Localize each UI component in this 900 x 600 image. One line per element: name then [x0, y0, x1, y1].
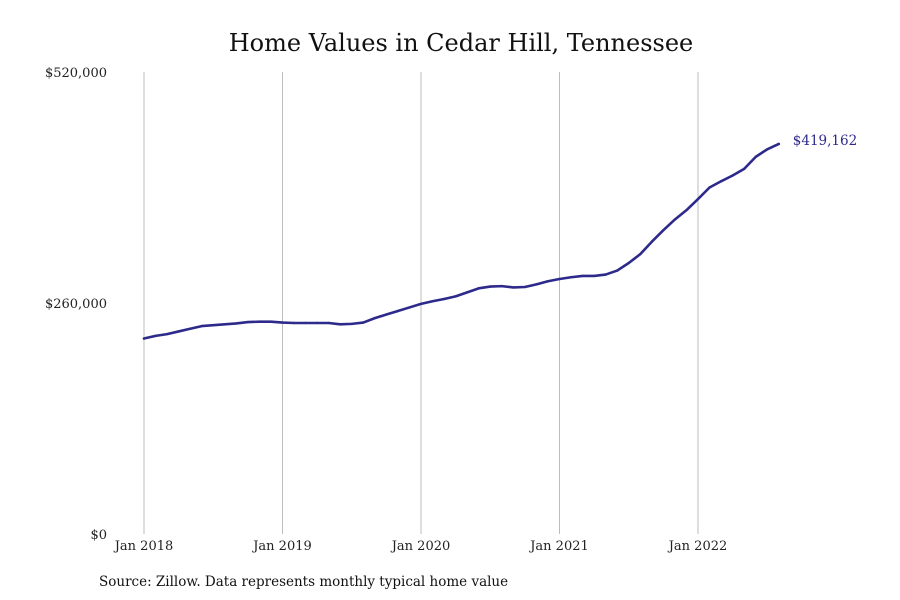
x-tick-label: Jan 2019 [251, 539, 312, 554]
x-axis: Jan 2018 Jan 2019 Jan 2020 Jan 2021 Jan 2022 [113, 539, 728, 554]
data-point [766, 148, 769, 151]
data-point [223, 323, 226, 326]
data-point [465, 291, 469, 294]
x-tick-label: Jan 2021 [528, 539, 589, 554]
y-tick-label: $260,000 [45, 297, 107, 312]
data-point [408, 306, 411, 309]
data-point [673, 218, 677, 221]
data-point [500, 284, 503, 288]
data-point [362, 321, 365, 324]
data-point [177, 330, 180, 333]
source-note: Source: Zillow. Data represents monthly … [99, 574, 508, 590]
data-point [304, 321, 307, 325]
data-point [569, 276, 573, 279]
series-line [142, 142, 781, 340]
data-point [512, 286, 515, 289]
data-point [246, 320, 250, 324]
data-point [385, 313, 388, 316]
chart-title: Home Values in Cedar Hill, Tennessee [229, 29, 694, 57]
data-point [142, 337, 146, 340]
data-point [419, 302, 423, 306]
x-tick-label: Jan 2018 [113, 539, 174, 554]
data-point [442, 297, 446, 301]
data-point [200, 324, 203, 328]
data-point [154, 334, 157, 338]
data-point [258, 320, 261, 323]
data-point [650, 240, 654, 243]
data-point [292, 321, 296, 325]
data-point [581, 274, 584, 278]
data-point [535, 283, 538, 286]
y-tick-label: $0 [90, 528, 107, 543]
y-axis: $0 $260,000 $520,000 [45, 66, 107, 543]
x-tick-label: Jan 2022 [667, 539, 728, 554]
y-tick-label: $520,000 [45, 66, 107, 81]
data-point [604, 273, 607, 276]
data-point [719, 180, 723, 183]
data-point [546, 280, 550, 283]
series-layer [142, 142, 781, 340]
data-point [281, 321, 284, 324]
data-point [350, 322, 353, 326]
data-point [777, 142, 780, 146]
data-point [685, 208, 688, 212]
data-point [339, 323, 342, 326]
data-point [523, 285, 527, 289]
data-point [477, 287, 480, 290]
data-point [431, 300, 434, 303]
data-point [754, 155, 757, 159]
data-point [742, 167, 746, 171]
data-point [708, 186, 711, 189]
data-point [592, 274, 596, 278]
data-point [396, 309, 400, 313]
data-point [454, 295, 457, 298]
data-point [696, 197, 700, 201]
x-tick-label: Jan 2020 [390, 539, 451, 554]
data-point [627, 261, 630, 265]
data-point [269, 320, 273, 323]
data-point [235, 322, 238, 325]
data-point [327, 321, 330, 325]
data-point [373, 316, 377, 320]
data-point [639, 252, 642, 256]
data-point [212, 324, 215, 327]
data-point [315, 321, 319, 325]
data-point [731, 174, 734, 177]
data-point [188, 327, 192, 330]
data-point [165, 332, 169, 336]
end-value-label: $419,162 [793, 133, 857, 149]
data-point [558, 277, 561, 281]
data-point [489, 285, 492, 288]
data-point [662, 228, 665, 232]
data-point [616, 269, 619, 272]
